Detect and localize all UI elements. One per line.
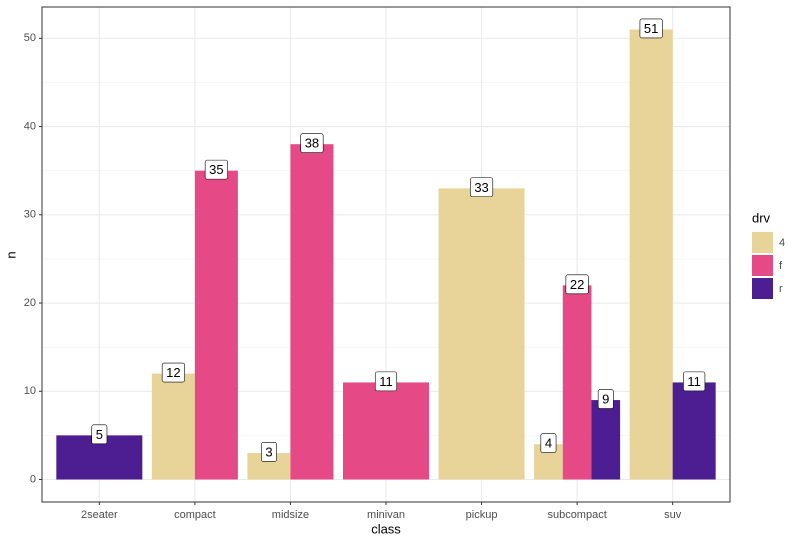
data-label-group: 35 — [204, 159, 228, 180]
y-tick-label: 20 — [24, 297, 36, 309]
legend-label: r — [779, 283, 783, 295]
data-label: 5 — [96, 427, 103, 442]
bar — [343, 382, 429, 480]
legend-key — [752, 278, 773, 299]
data-label-box — [161, 362, 185, 383]
legend-label: 4 — [779, 237, 785, 249]
bar — [290, 144, 334, 480]
data-label-box — [470, 177, 494, 198]
bar — [672, 382, 716, 480]
x-tick-label: midsize — [272, 509, 309, 521]
legend-key — [752, 255, 773, 276]
data-label-box — [300, 133, 324, 153]
data-label-box — [204, 159, 228, 180]
legend-title: drv — [752, 210, 771, 225]
data-label-group: 51 — [639, 18, 663, 39]
data-label-box — [540, 433, 557, 453]
data-label: 12 — [166, 365, 180, 380]
data-label-group: 5 — [91, 424, 108, 445]
data-label: 51 — [644, 21, 658, 36]
y-tick-label: 10 — [24, 385, 36, 397]
data-label-group: 11 — [683, 371, 706, 392]
x-tick-label: compact — [174, 509, 216, 521]
data-label-group: 3 — [261, 442, 277, 462]
data-label-group: 33 — [470, 177, 494, 198]
data-label-group: 38 — [300, 133, 324, 153]
data-label-box — [91, 424, 108, 445]
legend-label: f — [779, 260, 783, 272]
bar — [151, 373, 195, 480]
y-tick-label: 40 — [24, 120, 36, 132]
bar — [194, 170, 238, 480]
data-label-group: 22 — [565, 274, 589, 295]
bar — [438, 188, 525, 480]
y-tick-label: 50 — [24, 32, 36, 44]
y-axis-label: n — [3, 251, 18, 258]
bar — [629, 29, 673, 480]
bar — [562, 285, 592, 480]
data-label-group: 9 — [597, 389, 614, 409]
x-tick-label: minivan — [367, 509, 405, 521]
data-label-box — [261, 442, 277, 462]
data-label: 3 — [265, 444, 272, 459]
data-label: 22 — [570, 277, 584, 292]
x-tick-label: 2seater — [81, 509, 118, 521]
data-label-box — [683, 371, 706, 392]
data-label-group: 12 — [161, 362, 185, 383]
data-label: 11 — [687, 374, 701, 389]
data-label-box — [639, 18, 663, 39]
x-tick-label: subcompact — [547, 509, 606, 521]
bar — [591, 400, 621, 480]
data-label-box — [597, 389, 614, 409]
data-label: 35 — [209, 162, 223, 177]
x-tick-label: pickup — [466, 509, 498, 521]
data-label: 33 — [474, 180, 488, 195]
data-label: 4 — [545, 436, 552, 451]
data-label: 38 — [305, 136, 319, 151]
y-tick-label: 0 — [30, 473, 36, 485]
data-label-group: 4 — [540, 433, 557, 453]
data-label-box — [374, 371, 398, 392]
data-label-box — [565, 274, 589, 295]
y-tick-label: 30 — [24, 209, 36, 221]
data-label-group: 11 — [374, 371, 398, 392]
x-axis-label: class — [371, 521, 401, 536]
data-label: 9 — [602, 392, 609, 407]
data-label: 11 — [379, 374, 393, 389]
legend-key — [752, 232, 773, 253]
x-tick-label: suv — [664, 509, 682, 521]
panel-border — [41, 6, 731, 503]
